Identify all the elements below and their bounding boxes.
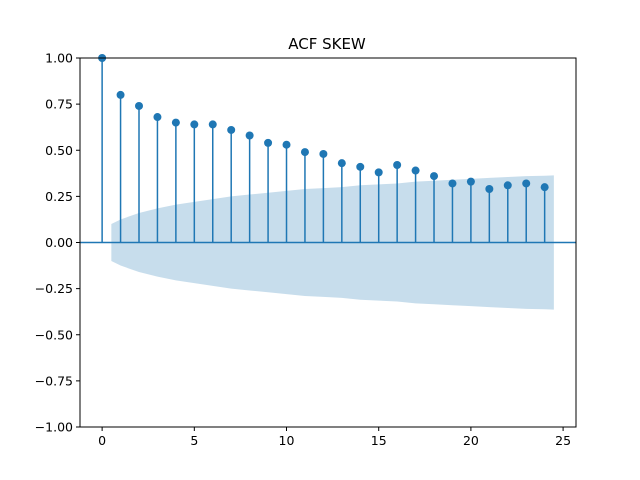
acf-point [485, 184, 494, 193]
acf-point [171, 118, 180, 127]
acf-point [153, 113, 162, 122]
y-tick-label: −0.50 [35, 327, 73, 342]
acf-point [466, 177, 475, 186]
y-tick-label: −0.75 [35, 373, 73, 388]
x-tick-label: 20 [463, 433, 479, 448]
y-tick-label: 0.50 [45, 143, 73, 158]
acf-point [337, 159, 346, 168]
y-tick-label: 0.75 [45, 97, 73, 112]
acf-point [411, 166, 420, 175]
acf-point [430, 172, 439, 181]
acf-point [374, 168, 383, 177]
y-tick-label: 0.00 [45, 235, 73, 250]
x-tick-label: 5 [190, 433, 198, 448]
acf-point [227, 125, 236, 134]
acf-point [393, 161, 402, 170]
acf-point [503, 181, 512, 190]
x-axis: 0 5 10 15 20 25 [98, 427, 571, 448]
y-tick-label: −1.00 [35, 420, 73, 435]
x-tick-label: 15 [371, 433, 387, 448]
acf-point [300, 148, 309, 157]
y-tick-label: 1.00 [45, 51, 73, 66]
acf-point [282, 140, 291, 149]
x-tick-label: 25 [555, 433, 571, 448]
acf-point [264, 138, 273, 147]
acf-point [356, 162, 365, 171]
acf-point [319, 149, 328, 158]
y-tick-label: 0.25 [45, 189, 73, 204]
acf-point [540, 183, 549, 192]
x-tick-label: 10 [279, 433, 295, 448]
acf-point [190, 120, 199, 129]
acf-point [245, 131, 254, 140]
acf-point [522, 179, 531, 188]
acf-point [116, 90, 125, 99]
acf-point [135, 101, 144, 110]
y-tick-label: −0.25 [35, 281, 73, 296]
acf-point [208, 120, 217, 129]
x-tick-label: 0 [98, 433, 106, 448]
acf-point [448, 179, 457, 188]
y-axis: −1.00 −0.75 −0.50 −0.25 0.00 0.25 0.50 0.75 1.00 [35, 51, 80, 435]
chart-title: ACF SKEW [288, 35, 366, 53]
stem-layer [98, 54, 549, 243]
